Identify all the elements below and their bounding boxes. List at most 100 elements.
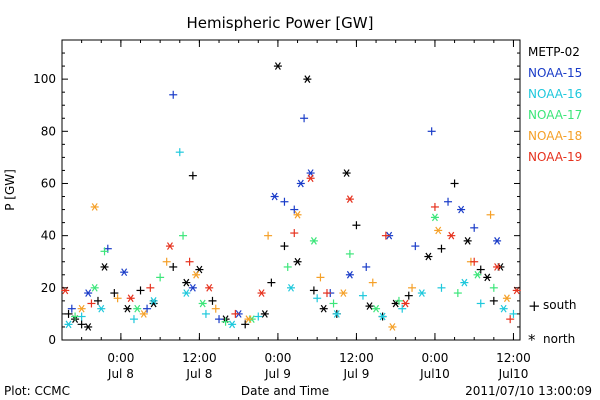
- x-tick-label-date: Jul 8: [185, 367, 212, 381]
- y-tick-label: 60: [41, 176, 56, 190]
- chart-title: Hemispheric Power [GW]: [187, 14, 374, 32]
- legend-item: NOAA-19: [528, 150, 582, 164]
- data-point-south: [368, 278, 377, 287]
- data-point-south: [100, 247, 109, 256]
- data-point-north: [97, 304, 106, 313]
- data-point-north: [401, 299, 410, 308]
- x-tick-label-time: 12:00: [182, 351, 217, 365]
- data-point-north: [430, 213, 439, 222]
- data-point-north: [463, 237, 472, 245]
- data-point-south: [283, 262, 292, 271]
- data-point-north: [306, 169, 315, 177]
- data-point-south: [221, 317, 230, 326]
- data-point-south: [486, 210, 495, 219]
- data-point-south: [470, 257, 479, 266]
- data-point-south: [254, 312, 263, 321]
- data-point-north: [188, 283, 197, 292]
- data-point-north: [260, 310, 269, 318]
- data-point-north: [293, 257, 302, 266]
- x-tick-label-date: Jul10: [498, 367, 529, 381]
- data-point-south: [309, 286, 318, 295]
- data-point-north: [195, 265, 204, 274]
- data-point-north: [309, 237, 318, 245]
- x-tick-label-date: Jul 8: [107, 367, 134, 381]
- data-point-north: [434, 226, 443, 235]
- data-point-south: [162, 257, 171, 266]
- data-point-north: [228, 320, 237, 329]
- data-point-north: [182, 278, 191, 287]
- data-point-north: [378, 312, 387, 321]
- data-point-south: [476, 265, 485, 274]
- data-point-south: [175, 148, 184, 157]
- data-point-north: [457, 205, 466, 214]
- data-point-south: [67, 304, 76, 313]
- data-point-north: [84, 323, 93, 331]
- data-point-north: [339, 289, 348, 297]
- legend-south-label: south: [543, 298, 577, 312]
- data-point-south: [300, 114, 309, 123]
- data-point-north: [345, 270, 354, 279]
- data-point-south: [489, 283, 498, 292]
- y-tick-label: 40: [41, 229, 56, 243]
- data-point-north: [205, 283, 214, 292]
- data-point-south: [506, 315, 515, 324]
- data-point-south: [453, 289, 462, 298]
- data-point-south: [185, 257, 194, 266]
- legend-item: NOAA-17: [528, 108, 582, 122]
- data-point-north: [417, 289, 426, 297]
- data-point-north: [345, 195, 354, 203]
- data-point-south: [322, 289, 331, 298]
- y-axis: 0 20 40 60 80 100: [33, 39, 520, 347]
- data-point-north: [473, 270, 482, 279]
- data-point-north: [388, 323, 397, 331]
- data-point-north: [123, 304, 132, 313]
- data-point-south: [179, 231, 188, 240]
- data-point-north: [64, 320, 73, 329]
- plot-frame: [61, 39, 521, 341]
- data-point-north: [493, 237, 502, 245]
- data-point-north: [287, 283, 295, 292]
- data-point-south: [241, 320, 250, 329]
- data-point-north: [502, 294, 511, 303]
- data-point-south: [313, 294, 322, 303]
- data-point-south: [437, 244, 446, 253]
- data-point-north: [100, 263, 109, 271]
- data-point-north: [493, 263, 502, 271]
- data-point-south: [437, 283, 446, 292]
- data-point-north: [84, 289, 93, 297]
- data-point-south: [267, 278, 276, 287]
- y-axis-label: P [GW]: [3, 169, 17, 211]
- data-point-south: [280, 197, 289, 206]
- data-point-south: [329, 299, 338, 308]
- data-point-south: [136, 286, 145, 295]
- data-point-north: [198, 299, 207, 308]
- data-point-south: [264, 231, 273, 240]
- data-point-north: [126, 294, 135, 303]
- data-point-south: [110, 289, 119, 298]
- x-tick-label-time: 0:00: [107, 351, 134, 365]
- data-point-south: [345, 249, 354, 258]
- data-point-north: [483, 273, 492, 282]
- x-tick-label-time: 12:00: [339, 351, 374, 365]
- data-point-north: [270, 192, 279, 201]
- data-point-north: [306, 174, 315, 183]
- data-point-south: [71, 312, 80, 321]
- data-point-south: [169, 262, 178, 271]
- data-point-south: [290, 205, 299, 214]
- legend-item: NOAA-15: [528, 66, 582, 80]
- data-point-south: [93, 296, 102, 305]
- data-point-south: [146, 283, 155, 292]
- data-point-south: [77, 320, 86, 329]
- footer-left: Plot: CCMC: [4, 384, 70, 398]
- data-point-south: [430, 202, 439, 211]
- data-point-north: [90, 283, 99, 292]
- data-point-south: [188, 171, 197, 180]
- data-point-north: [133, 304, 142, 313]
- data-point-north: [149, 297, 158, 305]
- x-tick-label-time: 0:00: [421, 351, 448, 365]
- data-point-north: [342, 169, 351, 177]
- x-axis: 0:00 Jul 8 12:00 Jul 8 0:00 Jul 9 12:00 Jul 9 0:…: [61, 40, 531, 381]
- data-point-north: [319, 304, 328, 313]
- data-point-north: [77, 304, 86, 313]
- legend: METP-02 NOAA-15 NOAA-16 NOAA-17 NOAA-18 NOAA-…: [528, 45, 582, 164]
